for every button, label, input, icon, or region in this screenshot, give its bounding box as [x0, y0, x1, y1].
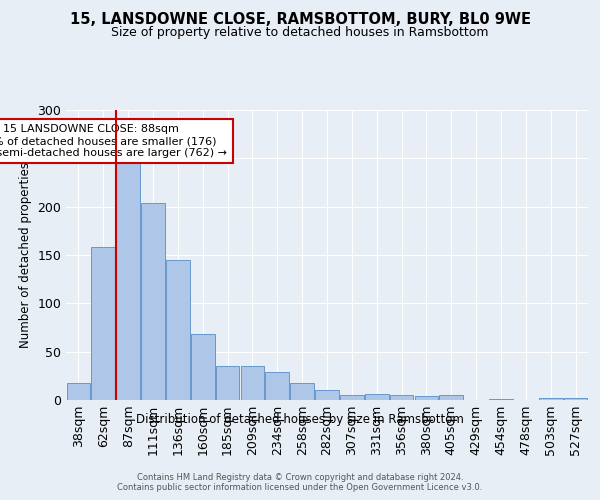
Bar	[340, 395, 364, 400]
Text: Size of property relative to detached houses in Ramsbottom: Size of property relative to detached ho…	[111, 26, 489, 39]
Bar	[390, 395, 413, 400]
Bar	[539, 398, 563, 400]
Bar	[265, 372, 289, 400]
Y-axis label: Number of detached properties: Number of detached properties	[19, 162, 32, 348]
Bar	[141, 203, 165, 400]
Bar	[564, 398, 587, 400]
Bar	[191, 334, 215, 400]
Bar	[439, 395, 463, 400]
Bar	[91, 248, 115, 400]
Bar	[365, 394, 389, 400]
Bar	[290, 382, 314, 400]
Bar	[116, 158, 140, 400]
Bar	[415, 396, 438, 400]
Bar	[216, 366, 239, 400]
Text: Contains public sector information licensed under the Open Government Licence v3: Contains public sector information licen…	[118, 484, 482, 492]
Bar	[166, 260, 190, 400]
Bar	[315, 390, 339, 400]
Text: 15 LANSDOWNE CLOSE: 88sqm
← 19% of detached houses are smaller (176)
81% of semi: 15 LANSDOWNE CLOSE: 88sqm ← 19% of detac…	[0, 124, 227, 158]
Text: Contains HM Land Registry data © Crown copyright and database right 2024.: Contains HM Land Registry data © Crown c…	[137, 472, 463, 482]
Text: 15, LANSDOWNE CLOSE, RAMSBOTTOM, BURY, BL0 9WE: 15, LANSDOWNE CLOSE, RAMSBOTTOM, BURY, B…	[70, 12, 530, 28]
Bar	[489, 399, 513, 400]
Text: Distribution of detached houses by size in Ramsbottom: Distribution of detached houses by size …	[136, 412, 464, 426]
Bar	[67, 382, 90, 400]
Bar	[241, 366, 264, 400]
